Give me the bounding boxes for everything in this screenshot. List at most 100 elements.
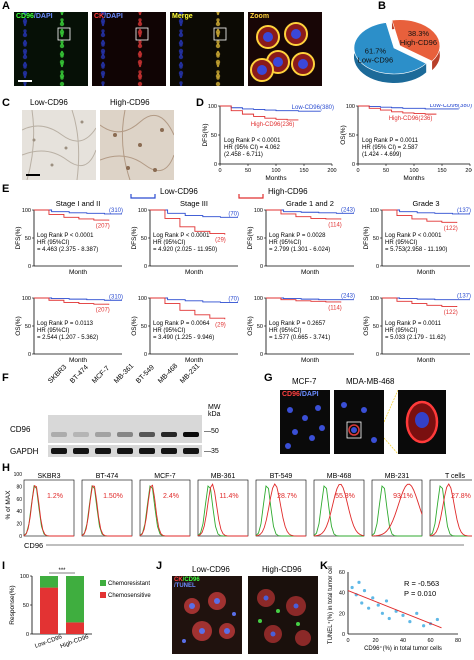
- cell-dot: [60, 40, 64, 44]
- x-axis-label: CD96: [24, 541, 43, 550]
- y-axis-label: DFS(%): [202, 123, 209, 146]
- stats-text: HR (95%CI): [385, 240, 417, 246]
- scatter-point: [350, 585, 354, 590]
- cell-dot: [60, 54, 64, 58]
- legend-high-swatch: [238, 188, 264, 199]
- y-tick-label: 50: [141, 324, 147, 330]
- y-tick-label: 50: [141, 236, 147, 242]
- series-label: High-CD96(236): [389, 116, 433, 122]
- x-axis-label: Month: [301, 269, 319, 276]
- panel-j-high-label: High-CD96: [262, 565, 302, 574]
- cell-dot: [179, 75, 183, 79]
- mw-label: MW kDa: [208, 404, 221, 419]
- stats-text: Log Rank P = 0.2657: [269, 321, 326, 327]
- y-tick-label: 0: [214, 162, 217, 168]
- subgroup-title: Grade 3: [412, 199, 439, 208]
- panel-label-i: I: [2, 560, 6, 572]
- histogram-frame: [197, 479, 249, 537]
- km-plot: 0 50 100 Month DFS(%) (243) (114)Log Rank P = …: [247, 207, 355, 276]
- cell-dot: [138, 70, 142, 74]
- cell-dot: [138, 18, 142, 22]
- gapdh-band: [117, 448, 133, 454]
- y-tick-label: 100: [20, 574, 29, 580]
- y-axis-label: DFS(%): [15, 226, 22, 249]
- x-tick-label: 150: [299, 168, 308, 174]
- y-tick-label: 50: [25, 236, 31, 242]
- percent-positive-label: 27.8%: [451, 493, 471, 500]
- legend-high-label: High-CD96: [268, 187, 308, 196]
- percent-positive-label: 28.7%: [277, 493, 297, 500]
- legend-label: Chemoresistant: [108, 581, 150, 587]
- panel-label-b: B: [378, 0, 386, 12]
- survival-curve: [150, 297, 238, 303]
- cell-dot: [100, 12, 106, 16]
- cd96-histogram: [313, 483, 365, 537]
- y-axis-label: OS(%): [247, 316, 254, 336]
- cell-dot: [60, 62, 64, 66]
- x-tick-label: 150: [437, 168, 446, 174]
- km-plot: 0 50 100 0 50 100 150 200 Months OS(%) Low-CD96(38…: [340, 104, 472, 182]
- scatter-point: [380, 611, 384, 615]
- pie-slice: [353, 22, 427, 75]
- cell-dot: [179, 73, 183, 77]
- pie-value-label: 38.3%: [408, 29, 430, 38]
- cell-dot: [60, 76, 64, 80]
- cell-dot: [179, 43, 183, 47]
- stats-text: Log Rank P = 0.0011: [385, 321, 442, 327]
- y-tick-label: 100: [208, 104, 217, 110]
- cell-dot: [216, 12, 220, 16]
- stats-text: Log Rank P = 0.0113: [37, 321, 94, 327]
- cell-dot: [60, 12, 64, 16]
- stats-text: (1.424 - 4.699): [362, 152, 401, 158]
- x-axis-label: Month: [69, 269, 87, 276]
- y-tick-label: 80: [16, 484, 22, 490]
- scatter-point: [422, 624, 426, 628]
- survival-curve: [34, 209, 110, 221]
- y-tick-label: 100: [138, 296, 147, 302]
- series-label: (207): [96, 308, 110, 314]
- subgroup-title: Grade 1 and 2: [286, 199, 334, 208]
- km-plot: 0 50 100 Month OS(%) (70) (29) Log Rank P = 0.0…: [131, 296, 239, 364]
- series-label: Low-CD96(380): [430, 104, 472, 109]
- zoom-box: [135, 27, 149, 41]
- cell-dot: [100, 54, 106, 60]
- km-plot: 0 50 100 0 50 100 150 200 Months DFS(%) Low-CD96(3…: [202, 104, 337, 182]
- cell-dot: [59, 43, 65, 49]
- stats-text: Log Rank P = 0.0011: [362, 138, 419, 144]
- y-tick-label: 0: [260, 352, 263, 358]
- panel-label-g: G: [264, 372, 273, 384]
- x-tick-label: 50: [245, 168, 251, 174]
- series-label: (114): [328, 223, 342, 229]
- channel-label-part: /DAPI: [104, 13, 123, 20]
- y-axis-label: OS(%): [131, 316, 138, 336]
- cd96-histogram: [255, 483, 307, 537]
- stats-text: HR (95% CI) = 4.062: [224, 145, 281, 151]
- percent-positive-label: 55.3%: [335, 493, 355, 500]
- subgroup-title: Stage III: [180, 199, 208, 208]
- cell-dot: [23, 65, 27, 69]
- isotype-histogram: [313, 485, 364, 537]
- pie-slice: [391, 19, 441, 62]
- zoom-box: [213, 27, 227, 41]
- stats-text: = 2.544 (1.207 - 5.362): [37, 335, 98, 341]
- y-axis-label: DFS(%): [363, 226, 370, 249]
- gapdh-band: [139, 448, 155, 454]
- y-tick-label: 100: [22, 208, 31, 214]
- histogram-title: SKBR3: [38, 473, 61, 480]
- series-label: (243): [341, 294, 355, 300]
- gapdh-band: [73, 448, 89, 454]
- y-tick-label: 0: [376, 352, 379, 358]
- panel-label-c: C: [2, 97, 10, 109]
- stats-text: Log Rank P < 0.0001: [224, 138, 281, 144]
- x-tick-label: 200: [327, 168, 336, 174]
- cd96-histogram: [139, 484, 190, 537]
- isotype-histogram: [371, 485, 422, 537]
- cell-dot: [23, 29, 27, 33]
- x-tick-label: 100: [409, 168, 418, 174]
- cell-dot: [23, 75, 27, 79]
- channel-label: Zoom: [250, 13, 269, 20]
- km-plot: 0 50 100 Month OS(%) (137) (122)Log Rank P = 0…: [363, 294, 471, 364]
- scatter-point: [371, 596, 375, 600]
- marker-50: —50: [204, 428, 219, 435]
